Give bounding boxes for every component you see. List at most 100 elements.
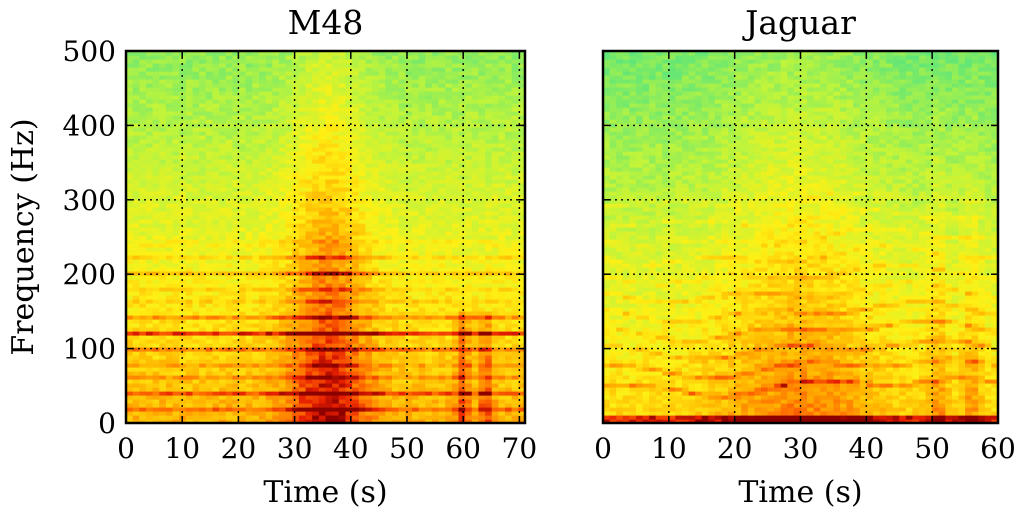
heatmap-cell	[345, 231, 353, 236]
heatmap-cell	[332, 323, 340, 328]
heatmap-cell	[338, 235, 347, 240]
heatmap-cell	[239, 51, 247, 56]
heatmap-cell	[458, 307, 466, 312]
heatmap-cell	[332, 147, 340, 152]
heatmap-cell	[471, 111, 480, 116]
heatmap-cell	[245, 111, 253, 116]
heatmap-cell	[165, 171, 174, 176]
heatmap-cell	[165, 379, 174, 384]
heatmap-cell	[172, 395, 180, 400]
heatmap-cell	[205, 379, 214, 384]
heatmap-cell	[312, 307, 320, 312]
heatmap-cell	[478, 243, 486, 248]
heatmap-cell	[372, 263, 380, 268]
heatmap-cell	[325, 171, 333, 176]
heatmap-cell	[185, 267, 194, 272]
heatmap-cell	[278, 215, 287, 220]
heatmap-cell	[159, 415, 167, 420]
heatmap-cell	[265, 299, 273, 304]
heatmap-cell	[358, 99, 366, 104]
heatmap-cell	[438, 347, 446, 352]
heatmap-cell	[219, 287, 227, 292]
heatmap-cell	[398, 279, 406, 284]
heatmap-cell	[478, 339, 486, 344]
heatmap-cell	[352, 403, 360, 408]
heatmap-cell	[145, 99, 154, 104]
heatmap-cell	[332, 183, 340, 188]
heatmap-cell	[438, 219, 446, 224]
heatmap-cell	[332, 419, 340, 423]
heatmap-cell	[345, 147, 353, 152]
heatmap-cell	[392, 195, 400, 200]
heatmap-cell	[172, 107, 180, 112]
heatmap-cell	[265, 63, 273, 68]
heatmap-cell	[392, 351, 400, 356]
heatmap-cell	[365, 235, 373, 240]
heatmap-cell	[179, 407, 187, 412]
heatmap-cell	[451, 339, 460, 344]
heatmap-cell	[252, 211, 260, 216]
heatmap-cell	[471, 243, 480, 248]
heatmap-cell	[385, 163, 393, 168]
heatmap-cell	[438, 391, 446, 396]
heatmap-cell	[318, 299, 327, 304]
heatmap-cell	[352, 319, 360, 324]
heatmap-cell	[272, 283, 280, 288]
heatmap-cell	[285, 223, 293, 228]
heatmap-cell	[278, 119, 287, 124]
heatmap-cell	[225, 211, 233, 216]
heatmap-cell	[338, 119, 347, 124]
heatmap-cell	[352, 227, 360, 232]
heatmap-cell	[318, 263, 327, 268]
heatmap-cell	[132, 311, 140, 316]
heatmap-cell	[212, 63, 220, 68]
heatmap-cell	[252, 307, 260, 312]
heatmap-cell	[165, 275, 174, 280]
heatmap-cell	[232, 163, 240, 168]
heatmap-cell	[378, 355, 386, 360]
heatmap-cell	[478, 331, 486, 336]
heatmap-cell	[132, 163, 140, 168]
heatmap-cell	[132, 183, 140, 188]
heatmap-cell	[285, 371, 293, 376]
heatmap-cell	[285, 299, 293, 304]
heatmap-cell	[265, 195, 273, 200]
heatmap-cell	[232, 203, 240, 208]
heatmap-cell	[392, 219, 400, 224]
heatmap-cell	[312, 315, 320, 320]
heatmap-cell	[318, 387, 327, 392]
heatmap-cell	[425, 259, 433, 264]
heatmap-cell	[232, 355, 240, 360]
heatmap-cell	[272, 227, 280, 232]
heatmap-cell	[411, 111, 420, 116]
heatmap-cell	[338, 379, 347, 384]
heatmap-cell	[372, 267, 380, 272]
heatmap-cell	[205, 107, 214, 112]
heatmap-cell	[298, 255, 307, 260]
heatmap-cell	[365, 143, 373, 148]
heatmap-cell	[232, 67, 240, 72]
heatmap-cell	[418, 227, 426, 232]
heatmap-cell	[411, 359, 420, 364]
heatmap-cell	[239, 379, 247, 384]
heatmap-cell	[385, 347, 393, 352]
heatmap-cell	[225, 339, 233, 344]
heatmap-cell	[445, 63, 453, 68]
heatmap-cell	[345, 267, 353, 272]
heatmap-cell	[165, 51, 174, 56]
heatmap-cell	[465, 279, 473, 284]
heatmap-cell	[451, 119, 460, 124]
heatmap-cell	[451, 239, 460, 244]
heatmap-cell	[232, 215, 240, 220]
heatmap-cell	[445, 147, 453, 152]
heatmap-cell	[318, 87, 327, 92]
heatmap-cell	[192, 163, 200, 168]
heatmap-cell	[132, 359, 140, 364]
heatmap-cell	[145, 215, 154, 220]
heatmap-cell	[465, 243, 473, 248]
heatmap-cell	[451, 211, 460, 216]
heatmap-cell	[192, 383, 200, 388]
heatmap-cell	[305, 171, 313, 176]
heatmap-cell	[332, 135, 340, 140]
heatmap-cell	[411, 191, 420, 196]
